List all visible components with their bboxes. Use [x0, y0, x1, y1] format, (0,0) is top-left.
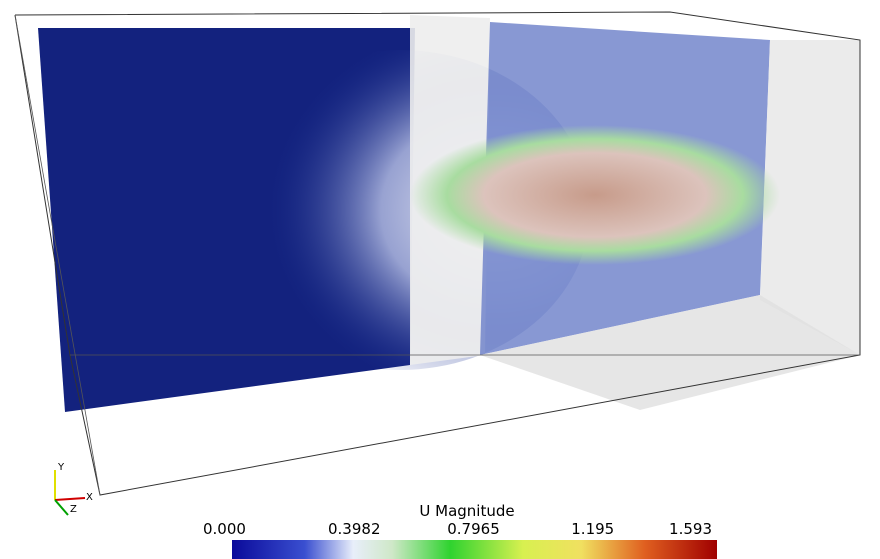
- y-label: Y: [57, 462, 65, 473]
- legend-tick-label: 0.7965: [447, 520, 500, 538]
- render-view: Y X Z U Magnitude 0.000 0.3982 0.7965 1.195…: [0, 0, 880, 559]
- jet-core: [410, 125, 780, 265]
- axes-triad: Y X Z: [55, 462, 93, 515]
- color-legend: U Magnitude 0.000 0.3982 0.7965 1.195 1.593: [203, 502, 717, 559]
- x-axis: [55, 498, 85, 500]
- color-bar: [232, 540, 717, 559]
- legend-title: U Magnitude: [419, 502, 514, 520]
- scene: [15, 12, 860, 495]
- legend-tick-label: 0.000: [203, 520, 246, 538]
- legend-tick-label: 0.3982: [328, 520, 381, 538]
- z-label: Z: [70, 504, 77, 515]
- x-label: X: [86, 492, 93, 503]
- legend-tick-label: 1.593: [669, 520, 712, 538]
- z-axis: [55, 500, 68, 515]
- legend-tick-label: 1.195: [571, 520, 614, 538]
